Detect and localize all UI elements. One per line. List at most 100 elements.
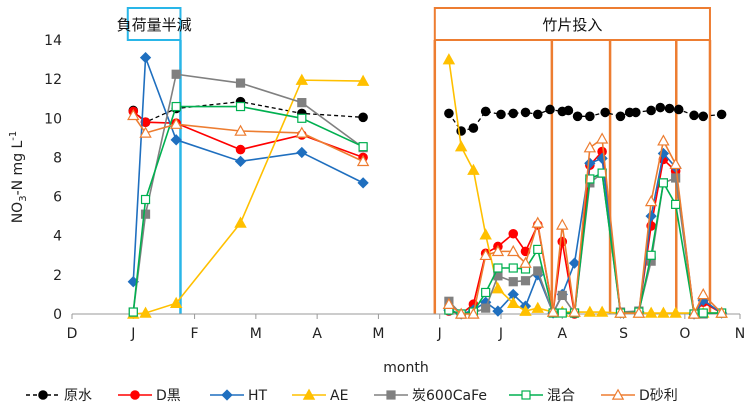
annotations: 負荷量半減 竹片投入 [117, 7, 712, 314]
data-point [295, 73, 309, 85]
data-point [481, 287, 491, 298]
data-point [687, 307, 701, 319]
data-point [655, 102, 666, 113]
data-point [491, 244, 505, 257]
legend-label: 混合 [547, 388, 575, 404]
data-point [673, 104, 684, 115]
legend-label: AE [330, 388, 348, 404]
data-point [519, 256, 532, 268]
data-point [356, 74, 370, 86]
data-point [454, 307, 468, 319]
series-0 [128, 96, 727, 136]
data-point [492, 305, 504, 317]
legend-label: 炭600CaFe [412, 388, 487, 404]
data-point [669, 306, 682, 318]
series-line-6-0 [132, 114, 364, 163]
legend-label: D砂利 [639, 388, 678, 404]
data-point [557, 290, 567, 301]
legend-item-1: D黒 [118, 388, 181, 404]
data-point [444, 108, 454, 119]
legend-label: D黒 [156, 388, 181, 404]
data-point [357, 177, 369, 189]
data-point [508, 108, 519, 119]
data-point [234, 155, 247, 167]
data-point [358, 142, 368, 152]
data-point [479, 248, 492, 261]
data-point [596, 152, 608, 165]
data-point [139, 306, 152, 318]
data-point [170, 134, 182, 146]
x-tick-label: N [735, 326, 745, 342]
y-tick-label: 2 [53, 268, 62, 284]
legend-marker [611, 388, 625, 400]
data-point [533, 244, 543, 255]
data-point [467, 163, 480, 175]
annotation-box-0 [126, 7, 182, 41]
series-4 [128, 69, 727, 319]
data-point [234, 216, 247, 228]
data-point [235, 78, 246, 88]
series-3 [127, 53, 728, 319]
legend-item-3: AE [292, 388, 348, 404]
data-point [568, 257, 581, 269]
legend-label: HT [248, 388, 268, 404]
data-point [664, 103, 675, 114]
data-point [595, 305, 609, 317]
legend-label: 原水 [64, 388, 92, 404]
legend-item-0: 原水 [26, 388, 92, 404]
data-point [698, 111, 709, 122]
legend-item-2: HT [210, 388, 268, 404]
data-point [139, 126, 152, 138]
data-point [615, 111, 626, 122]
x-tick-label: J [498, 326, 503, 342]
data-point [442, 297, 456, 309]
data-point [585, 174, 595, 184]
plot-lines [127, 51, 728, 320]
data-point [556, 218, 569, 230]
data-point [493, 263, 503, 273]
data-point [507, 244, 520, 257]
data-point [563, 105, 574, 116]
data-point [545, 104, 555, 115]
series-line-2-0 [132, 57, 364, 282]
data-point [583, 305, 597, 317]
data-point [496, 109, 506, 120]
y-tick-label: 0 [53, 307, 62, 323]
data-point [531, 216, 544, 228]
data-point [645, 210, 657, 222]
data-point [356, 154, 370, 167]
data-point [139, 51, 152, 64]
annotation-box-1 [433, 7, 711, 41]
data-point [697, 287, 710, 300]
y-tick-label: 12 [44, 72, 62, 88]
x-axis-label: month [383, 360, 428, 376]
legend-marker [302, 388, 316, 400]
data-point [631, 107, 641, 118]
data-point [358, 112, 368, 123]
data-point [671, 199, 681, 209]
data-point [585, 111, 595, 122]
data-point [234, 124, 247, 136]
data-point [520, 276, 531, 286]
data-point [296, 146, 308, 159]
y-tick-label: 6 [53, 190, 62, 206]
legend-item-6: D砂利 [601, 388, 678, 404]
x-tick-label: D [67, 326, 78, 342]
data-point [531, 301, 544, 313]
x-tick-label: O [679, 326, 690, 342]
data-point [583, 141, 597, 153]
data-point [716, 109, 727, 120]
data-point [646, 105, 656, 116]
data-point [546, 305, 560, 317]
x-tick-label: M [372, 326, 384, 342]
data-point [479, 228, 492, 240]
data-point [520, 107, 531, 118]
data-point [595, 132, 609, 144]
data-point [507, 296, 520, 308]
data-point [689, 110, 699, 121]
x-tick-label: A [312, 326, 322, 342]
legend-marker [130, 390, 140, 400]
data-point [600, 107, 610, 118]
series-6 [127, 108, 728, 319]
